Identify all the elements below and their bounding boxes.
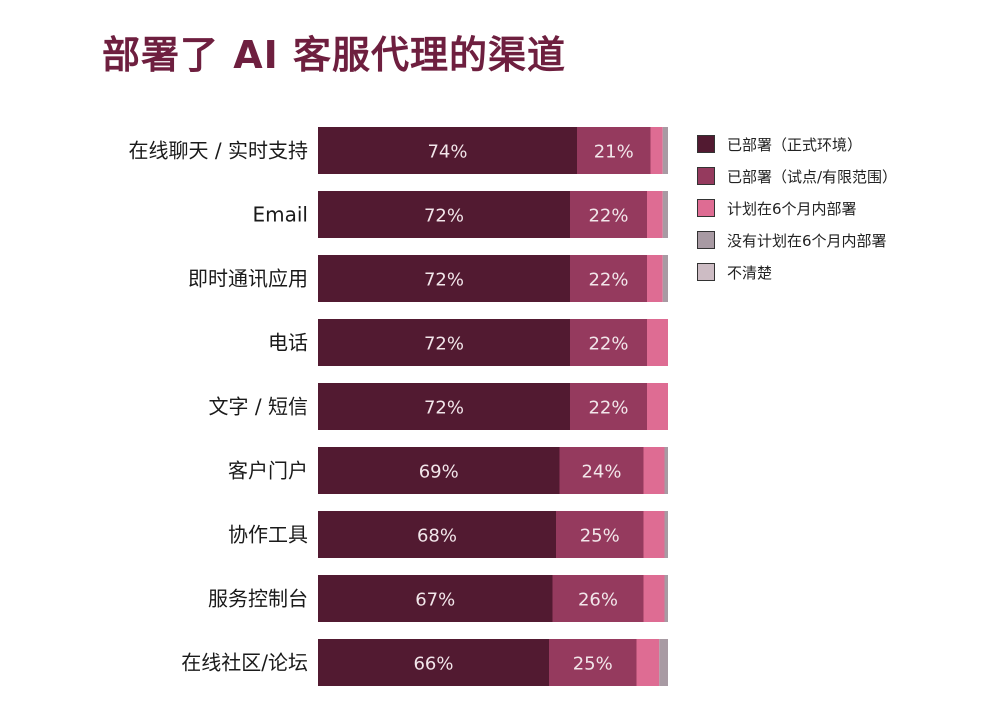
bar-segment <box>570 255 647 302</box>
legend-label: 不清楚 <box>727 263 773 282</box>
data-label: 22% <box>588 270 628 291</box>
bar-segment <box>643 575 665 622</box>
legend-item: 已部署（试点/有限范围） <box>697 160 897 192</box>
bar-segment <box>318 191 570 238</box>
bar-segment <box>643 447 665 494</box>
data-label: 24% <box>581 462 621 483</box>
data-label: 22% <box>588 206 628 227</box>
bar-segment <box>570 383 647 430</box>
bar-segment <box>664 447 668 494</box>
category-label: 即时通讯应用 <box>188 267 308 291</box>
bar-segment <box>664 511 668 558</box>
category-label: 在线社区/论坛 <box>181 651 308 675</box>
legend-swatch <box>697 167 715 185</box>
data-label: 25% <box>580 526 620 547</box>
bar-segment <box>636 639 660 686</box>
legend-item: 计划在6个月内部署 <box>697 192 897 224</box>
legend-label: 已部署（正式环境） <box>727 135 863 154</box>
bar-segment <box>662 127 668 174</box>
data-label: 68% <box>417 526 457 547</box>
bar-segment <box>664 575 668 622</box>
data-label: 74% <box>427 142 467 163</box>
legend-item: 已部署（正式环境） <box>697 128 897 160</box>
category-label: 协作工具 <box>228 523 308 547</box>
stacked-bar-chart: 在线聊天 / 实时支持 74% 21% Email 72% 22% 即时通讯应用 72% 22%… <box>129 127 668 686</box>
category-label: 在线聊天 / 实时支持 <box>129 139 308 163</box>
legend-label: 计划在6个月内部署 <box>727 199 857 218</box>
data-label: 69% <box>419 462 459 483</box>
data-label: 21% <box>594 142 634 163</box>
bar-segment <box>318 255 570 302</box>
data-label: 22% <box>588 398 628 419</box>
bar-segment <box>318 447 560 494</box>
bar-segment <box>647 191 663 238</box>
bar-segment <box>318 639 549 686</box>
bars-group: 在线聊天 / 实时支持 74% 21% Email 72% 22% 即时通讯应用 72% 22%… <box>129 127 668 686</box>
category-label: 客户门户 <box>228 459 308 483</box>
bar-segment <box>650 127 663 174</box>
bar-segment <box>556 511 644 558</box>
bar-segment <box>643 511 665 558</box>
category-label: 文字 / 短信 <box>209 395 308 419</box>
data-label: 72% <box>424 270 464 291</box>
bar-segment <box>318 127 577 174</box>
legend-label: 已部署（试点/有限范围） <box>727 167 898 186</box>
legend-swatch <box>697 263 715 281</box>
category-label: 服务控制台 <box>208 587 308 611</box>
bar-segment <box>662 191 668 238</box>
bar-segment <box>662 255 668 302</box>
bar-segment <box>549 639 637 686</box>
data-label: 67% <box>415 590 455 611</box>
legend: 已部署（正式环境） 已部署（试点/有限范围） 计划在6个月内部署没有计划在6个月内部… <box>697 128 897 288</box>
bar-segment <box>647 383 668 430</box>
bar-segment <box>570 191 647 238</box>
bar-segment <box>559 447 644 494</box>
legend-swatch <box>697 231 715 249</box>
legend-swatch <box>697 135 715 153</box>
bar-segment <box>318 383 570 430</box>
legend-item: 不清楚 <box>697 256 897 288</box>
category-label: 电话 <box>268 331 308 355</box>
bar-segment <box>318 575 553 622</box>
category-label: Email <box>253 203 309 227</box>
bar-segment <box>577 127 651 174</box>
data-label: 72% <box>424 334 464 355</box>
data-label: 22% <box>588 334 628 355</box>
data-label: 72% <box>424 398 464 419</box>
data-label: 72% <box>424 206 464 227</box>
legend-item: 没有计划在6个月内部署 <box>697 224 897 256</box>
data-label: 25% <box>573 654 613 675</box>
legend-swatch <box>697 199 715 217</box>
bar-segment <box>570 319 647 366</box>
legend-label: 没有计划在6个月内部署 <box>727 231 887 250</box>
chart-title: 部署了 AI 客服代理的渠道 <box>102 33 567 77</box>
bar-segment <box>318 319 570 366</box>
bar-segment <box>552 575 644 622</box>
bar-segment <box>659 639 668 686</box>
data-label: 66% <box>413 654 453 675</box>
bar-segment <box>647 319 668 366</box>
data-label: 26% <box>578 590 618 611</box>
bar-segment <box>647 255 663 302</box>
bar-segment <box>318 511 556 558</box>
